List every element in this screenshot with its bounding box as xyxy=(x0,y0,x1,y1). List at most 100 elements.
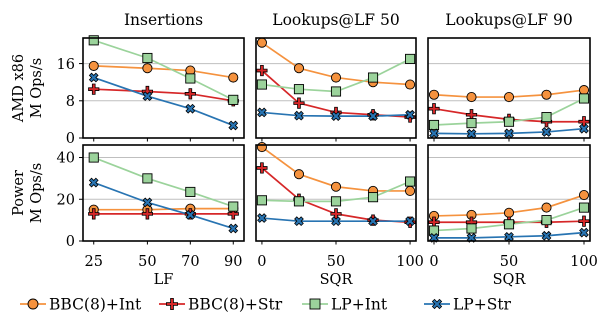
data-point-shape xyxy=(331,216,341,227)
data-point xyxy=(185,73,196,84)
x-tick-label: 50 xyxy=(500,254,518,270)
data-point xyxy=(541,230,552,241)
data-point xyxy=(428,89,440,100)
legend-marker xyxy=(309,298,321,310)
x-tick-label: 50 xyxy=(327,254,345,270)
x-tick-label: 50 xyxy=(138,254,156,270)
y-tick-label: 0 xyxy=(66,234,75,250)
panel-frame xyxy=(82,37,245,139)
data-point-shape xyxy=(88,177,99,188)
data-point xyxy=(405,216,415,227)
data-point xyxy=(368,111,378,122)
series-line xyxy=(93,156,234,208)
data-point-shape xyxy=(368,111,378,122)
legend: BBC(8)+Int BBC(8)+Str LP+Int LP+Str xyxy=(20,296,512,314)
labels-layer: Insertions Lookups@LF 50 Lookups@LF 90 AMD … xyxy=(11,11,598,288)
data-point xyxy=(88,208,100,220)
data-point xyxy=(184,88,196,100)
y-tick-label: 20 xyxy=(57,192,75,208)
data-point xyxy=(142,52,153,64)
data-point xyxy=(429,232,439,243)
data-point xyxy=(466,118,477,129)
data-point-shape xyxy=(294,110,304,121)
data-point xyxy=(88,83,100,95)
data-point-shape xyxy=(142,197,153,208)
data-point xyxy=(503,219,515,230)
series-line xyxy=(93,181,234,230)
data-point-shape xyxy=(294,216,304,227)
data-point xyxy=(185,103,196,114)
data-point xyxy=(503,207,515,218)
row-label-line2: M Ops/s xyxy=(29,163,45,223)
data-point xyxy=(257,107,267,118)
data-point xyxy=(227,208,239,220)
data-point xyxy=(541,112,552,123)
x-tick-label: 0 xyxy=(257,254,266,270)
data-point xyxy=(256,195,267,206)
data-point xyxy=(293,169,305,180)
x-axis-label: LF xyxy=(154,272,174,288)
data-point-shape xyxy=(405,109,415,120)
legend-marker xyxy=(27,298,39,310)
data-point-shape xyxy=(331,111,341,122)
data-point xyxy=(142,63,153,74)
data-point xyxy=(228,94,239,105)
data-point xyxy=(578,93,590,104)
data-point xyxy=(294,216,304,227)
data-point xyxy=(331,216,341,227)
data-point xyxy=(405,53,416,64)
column-title: Lookups@LF 50 xyxy=(272,11,399,29)
legend-marker xyxy=(431,298,443,310)
data-point xyxy=(466,92,477,103)
data-point xyxy=(228,72,239,83)
y-tick-label: 0 xyxy=(66,131,75,147)
data-point xyxy=(142,173,153,184)
data-point xyxy=(142,197,153,208)
data-point xyxy=(330,72,342,83)
data-point xyxy=(88,152,99,163)
data-point-shape xyxy=(142,91,153,102)
data-point-shape xyxy=(185,210,196,220)
data-point xyxy=(294,110,304,121)
data-point-shape xyxy=(541,230,552,241)
data-point-shape xyxy=(368,216,378,227)
data-point xyxy=(256,79,267,90)
x-tick-label: 0 xyxy=(429,254,438,270)
row-label-line2: M Ops/s xyxy=(29,58,45,118)
legend-label: LP+Str xyxy=(453,296,512,314)
x-tick-label: 100 xyxy=(570,254,598,270)
data-point xyxy=(541,89,552,100)
data-point xyxy=(405,185,416,196)
data-point-shape xyxy=(579,123,589,134)
data-point xyxy=(88,72,99,83)
x-axis-label: SQR xyxy=(320,272,354,288)
data-point xyxy=(228,120,239,131)
data-point xyxy=(293,84,305,95)
data-point xyxy=(503,116,515,127)
x-tick-label: 25 xyxy=(85,254,103,270)
row-label-line1: AMD x86 xyxy=(11,54,27,123)
series-line xyxy=(93,207,234,211)
series-line xyxy=(93,39,234,101)
series-line xyxy=(93,76,234,127)
data-point xyxy=(257,213,267,223)
series-markers-layer xyxy=(88,35,590,243)
data-point xyxy=(405,79,416,90)
data-point xyxy=(428,225,440,236)
series-line xyxy=(93,65,234,79)
row-label-line1: Power xyxy=(11,170,27,216)
data-point xyxy=(541,202,552,213)
data-point xyxy=(141,208,153,220)
data-point xyxy=(578,202,590,213)
data-point xyxy=(579,123,589,134)
data-point xyxy=(228,223,239,234)
data-point-shape xyxy=(541,127,552,137)
y-tick-label: 40 xyxy=(57,151,75,167)
x-axis-label: SQR xyxy=(493,272,527,288)
data-point-shape xyxy=(579,227,589,238)
data-point-shape xyxy=(429,232,439,243)
data-point xyxy=(579,227,589,238)
data-point xyxy=(331,111,341,122)
legend-marker-shape xyxy=(431,298,443,310)
data-point xyxy=(368,216,378,227)
